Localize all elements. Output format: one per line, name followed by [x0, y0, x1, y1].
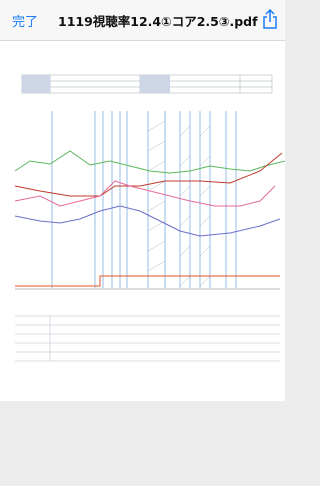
done-button[interactable]: 完了	[12, 11, 38, 30]
pdf-page	[0, 41, 285, 486]
nav-bar: 完了 1119視聴率12.4①コア2.5③.pdf	[0, 0, 285, 41]
share-button[interactable]	[262, 8, 278, 30]
screen: 完了 1119視聴率12.4①コア2.5③.pdf	[0, 0, 285, 486]
document-title: 1119視聴率12.4①コア2.5③.pdf	[58, 11, 258, 30]
